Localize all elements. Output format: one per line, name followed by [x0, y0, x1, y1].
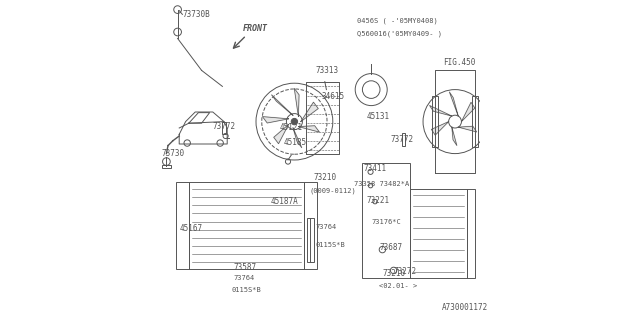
Bar — [362, 163, 410, 278]
Polygon shape — [293, 128, 302, 148]
Bar — [472, 96, 479, 147]
Text: 45121: 45121 — [280, 123, 303, 132]
Polygon shape — [271, 95, 293, 116]
Text: 45185: 45185 — [283, 138, 307, 147]
Text: FIG.450: FIG.450 — [443, 58, 476, 67]
Text: 73272: 73272 — [394, 268, 417, 276]
Text: FRONT: FRONT — [243, 24, 268, 33]
Polygon shape — [449, 92, 458, 116]
Bar — [176, 182, 189, 269]
Polygon shape — [298, 126, 319, 132]
Text: 73313: 73313 — [315, 66, 339, 75]
Text: 34615: 34615 — [322, 92, 345, 100]
Bar — [467, 189, 475, 278]
Text: A730001172: A730001172 — [442, 303, 488, 312]
Polygon shape — [458, 126, 477, 132]
Polygon shape — [274, 124, 289, 144]
Text: 73764: 73764 — [234, 276, 255, 281]
Polygon shape — [452, 127, 457, 146]
Text: 73764: 73764 — [315, 224, 337, 230]
Text: 0456S ( -'05MY0408): 0456S ( -'05MY0408) — [357, 18, 438, 24]
Bar — [304, 182, 317, 269]
Bar — [432, 96, 438, 147]
Text: 73358 73482*A: 73358 73482*A — [354, 181, 409, 187]
Text: 45167: 45167 — [179, 224, 202, 233]
Polygon shape — [262, 116, 289, 123]
Bar — [402, 133, 406, 146]
Text: 0115S*B: 0115S*B — [315, 242, 345, 248]
Polygon shape — [429, 106, 452, 116]
Bar — [161, 165, 172, 168]
Text: Q560016('05MY0409- ): Q560016('05MY0409- ) — [357, 30, 442, 37]
Bar — [307, 218, 314, 262]
Text: 73210: 73210 — [383, 269, 406, 278]
Text: <02.01- >: <02.01- > — [380, 284, 417, 289]
Polygon shape — [431, 122, 449, 135]
Text: 45131: 45131 — [366, 112, 390, 121]
Text: 73221: 73221 — [366, 196, 390, 204]
Circle shape — [291, 118, 298, 125]
Text: 73411: 73411 — [364, 164, 387, 172]
Bar — [223, 122, 227, 134]
Text: 0115S*B: 0115S*B — [232, 287, 262, 292]
Text: 73730: 73730 — [161, 149, 185, 158]
Text: 73176*C: 73176*C — [371, 220, 401, 225]
Text: (0009-0112): (0009-0112) — [310, 187, 356, 194]
Polygon shape — [294, 88, 299, 116]
Text: 73730B: 73730B — [182, 10, 210, 19]
Text: 73772: 73772 — [212, 122, 236, 131]
Text: 73210: 73210 — [314, 173, 337, 182]
Polygon shape — [461, 102, 475, 122]
Polygon shape — [301, 102, 318, 122]
Text: 45187A: 45187A — [270, 197, 298, 206]
Text: 73587: 73587 — [234, 263, 257, 272]
Text: 73772: 73772 — [390, 135, 413, 144]
Text: 73687: 73687 — [380, 244, 403, 252]
